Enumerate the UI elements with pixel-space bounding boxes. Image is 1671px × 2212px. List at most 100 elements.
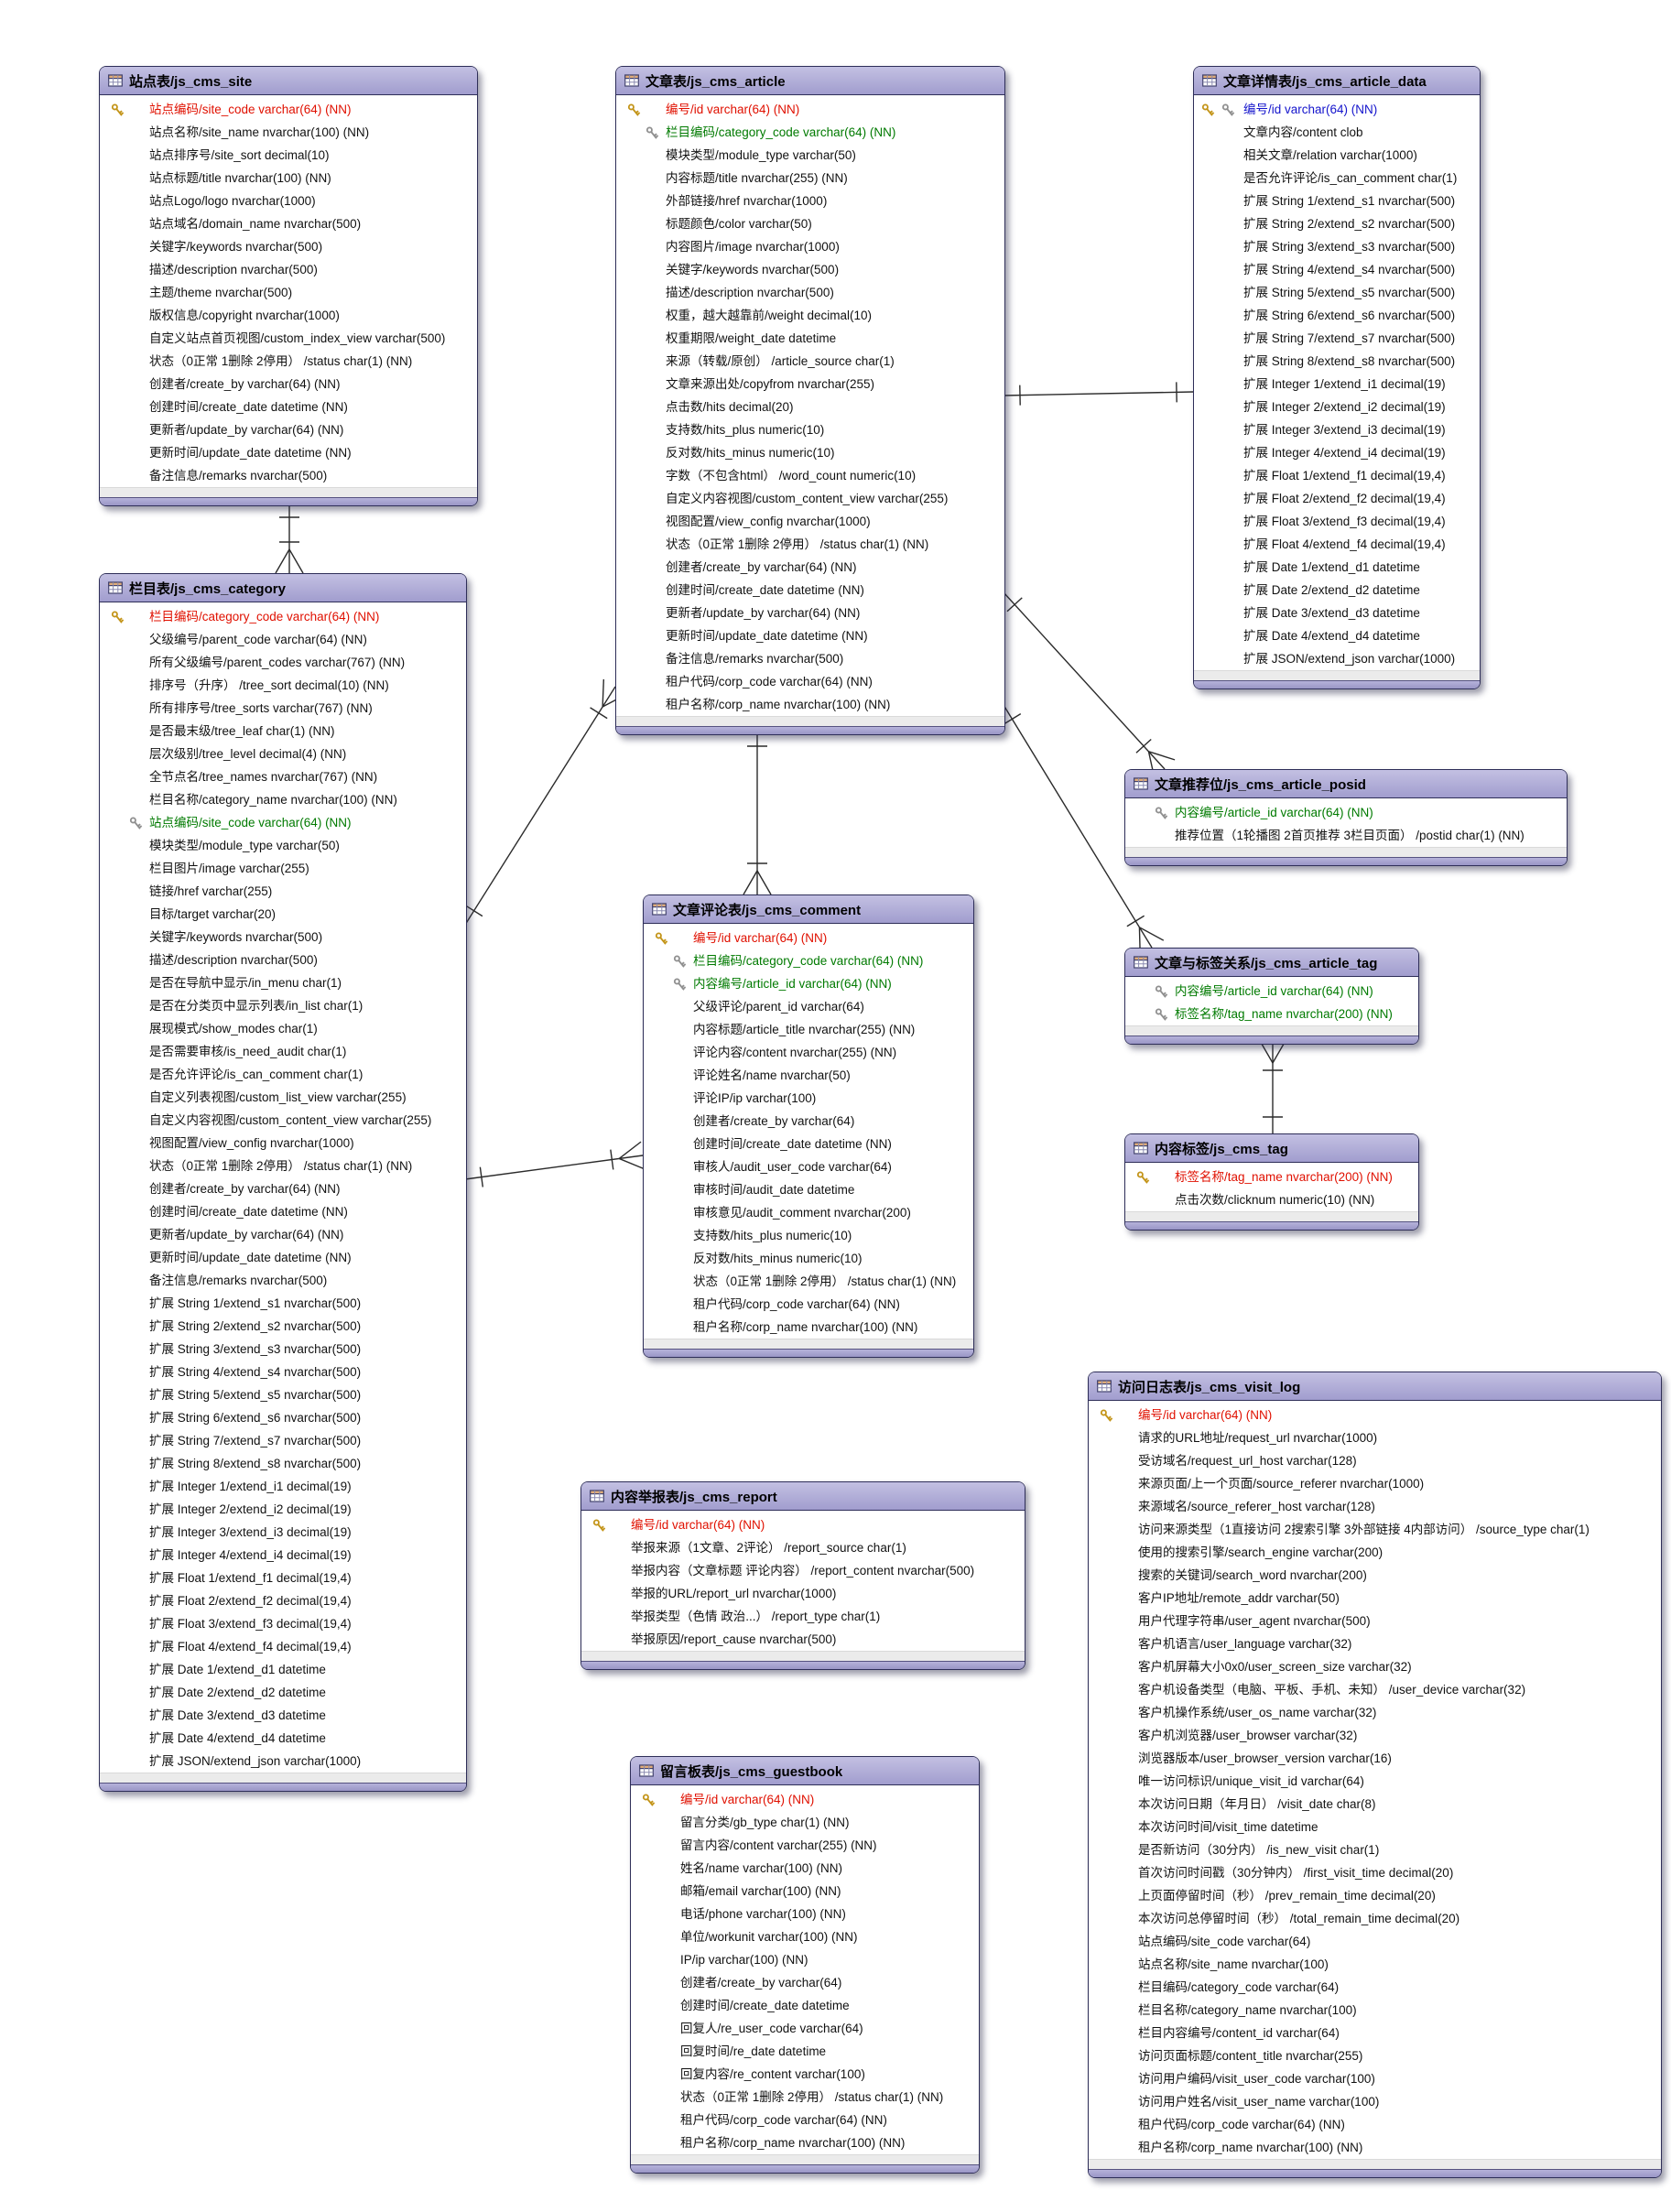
field-text: 客户机屏幕大小0x0/user_screen_size varchar(32) — [1138, 1660, 1412, 1674]
table-js_cms_article_tag[interactable]: 文章与标签关系/js_cms_article_tag 内容编号/article_i… — [1124, 948, 1419, 1045]
field-text: 使用的搜索引擎/search_engine varchar(200) — [1138, 1545, 1383, 1559]
field-row: 栏目编码/category_code varchar(64) (NN) — [644, 949, 973, 972]
field-text: 标题颜色/color varchar(50) — [666, 217, 812, 231]
field-text: 审核意见/audit_comment nvarchar(200) — [693, 1206, 911, 1220]
field-text: 租户名称/corp_name nvarchar(100) (NN) — [666, 698, 891, 711]
table-js_cms_category[interactable]: 栏目表/js_cms_category 栏目编码/category_code va… — [99, 573, 467, 1792]
table-js_cms_site[interactable]: 站点表/js_cms_site 站点编码/site_code varchar(64… — [99, 66, 478, 506]
table-header-js_cms_category[interactable]: 栏目表/js_cms_category — [100, 574, 466, 602]
table-js_cms_tag[interactable]: 内容标签/js_cms_tag 标签名称/tag_name nvarchar(20… — [1124, 1133, 1419, 1231]
table-icon — [108, 581, 123, 594]
table-header-js_cms_article[interactable]: 文章表/js_cms_article — [616, 67, 1004, 95]
table-bottom-bar — [1125, 1036, 1418, 1044]
field-text: 来源域名/source_referer_host varchar(128) — [1138, 1500, 1375, 1513]
primary-key-icon — [111, 102, 125, 116]
table-header-js_cms_guestbook[interactable]: 留言板表/js_cms_guestbook — [631, 1757, 979, 1785]
field-row: 描述/description nvarchar(500) — [100, 258, 477, 281]
field-row: 编号/id varchar(64) (NN) — [644, 927, 973, 949]
table-header-js_cms_article_tag[interactable]: 文章与标签关系/js_cms_article_tag — [1125, 949, 1418, 977]
field-row: 扩展 Float 4/extend_f4 decimal(19,4) — [100, 1635, 466, 1658]
table-header-js_cms_article_posid[interactable]: 文章推荐位/js_cms_article_posid — [1125, 770, 1567, 798]
table-header-js_cms_report[interactable]: 内容举报表/js_cms_report — [581, 1482, 1025, 1511]
field-text: 父级编号/parent_code varchar(64) (NN) — [149, 633, 367, 646]
field-text: 层次级别/tree_level decimal(4) (NN) — [149, 747, 347, 761]
field-row: 字数（不包含html） /word_count numeric(10) — [616, 464, 1004, 487]
field-text: 客户机浏览器/user_browser varchar(32) — [1138, 1729, 1358, 1742]
field-row: 栏目内容编号/content_id varchar(64) — [1089, 2022, 1661, 2044]
field-text: 编号/id varchar(64) (NN) — [680, 1793, 815, 1806]
table-js_cms_guestbook[interactable]: 留言板表/js_cms_guestbook 编号/id varchar(64) (… — [630, 1756, 980, 2174]
field-text: 唯一访问标识/unique_visit_id varchar(64) — [1138, 1774, 1364, 1788]
field-row: 租户名称/corp_name nvarchar(100) (NN) — [616, 693, 1004, 716]
field-text: 电话/phone varchar(100) (NN) — [680, 1907, 846, 1921]
field-text: 上页面停留时间（秒） /prev_remain_time decimal(20) — [1138, 1889, 1436, 1903]
field-text: 支持数/hits_plus numeric(10) — [693, 1229, 852, 1242]
field-row: 租户代码/corp_code varchar(64) (NN) — [644, 1293, 973, 1316]
field-text: 举报类型（色情 政治...） /report_type char(1) — [631, 1610, 881, 1623]
table-header-js_cms_visit_log[interactable]: 访问日志表/js_cms_visit_log — [1089, 1372, 1661, 1401]
field-row: 栏目编码/category_code varchar(64) (NN) — [100, 605, 466, 628]
field-text: 是否需要审核/is_need_audit char(1) — [149, 1045, 347, 1058]
field-text: 栏目内容编号/content_id varchar(64) — [1138, 2026, 1340, 2040]
table-js_cms_article[interactable]: 文章表/js_cms_article 编号/id varchar(64) (NN)… — [615, 66, 1005, 735]
table-js_cms_visit_log[interactable]: 访问日志表/js_cms_visit_log 编号/id varchar(64) … — [1088, 1372, 1662, 2178]
field-text: 来源（转载/原创） /article_source char(1) — [666, 354, 895, 368]
field-row: 模块类型/module_type varchar(50) — [616, 144, 1004, 167]
field-text: 字数（不包含html） /word_count numeric(10) — [666, 469, 917, 483]
foreign-key-icon — [673, 976, 688, 991]
field-row: 扩展 Integer 3/extend_i3 decimal(19) — [1194, 418, 1480, 441]
field-row: 受访域名/request_url_host varchar(128) — [1089, 1449, 1661, 1472]
field-text: 更新时间/update_date datetime (NN) — [666, 629, 868, 643]
field-text: 内容图片/image nvarchar(1000) — [666, 240, 840, 254]
table-header-js_cms_article_data[interactable]: 文章详情表/js_cms_article_data — [1194, 67, 1480, 95]
field-text: 视图配置/view_config nvarchar(1000) — [666, 515, 871, 528]
field-row: 浏览器版本/user_browser_version varchar(16) — [1089, 1747, 1661, 1770]
field-row: 创建时间/create_date datetime (NN) — [644, 1133, 973, 1155]
field-text: 点击次数/clicknum numeric(10) (NN) — [1175, 1193, 1375, 1207]
field-text: 推荐位置（1轮播图 2首页推荐 3栏目页面） /postid char(1) (… — [1175, 829, 1525, 842]
field-row: 站点排序号/site_sort decimal(10) — [100, 144, 477, 167]
field-row: 扩展 Float 1/extend_f1 decimal(19,4) — [1194, 464, 1480, 487]
table-js_cms_comment[interactable]: 文章评论表/js_cms_comment 编号/id varchar(64) (N… — [643, 895, 974, 1358]
field-row: 站点编码/site_code varchar(64) (NN) — [100, 811, 466, 834]
rel-site-category — [275, 501, 304, 574]
field-text: 租户代码/corp_code varchar(64) (NN) — [680, 2113, 887, 2127]
field-row: 扩展 Float 1/extend_f1 decimal(19,4) — [100, 1567, 466, 1589]
table-js_cms_report[interactable]: 内容举报表/js_cms_report 编号/id varchar(64) (NN… — [581, 1481, 1025, 1670]
foreign-key-icon — [1155, 805, 1169, 819]
field-text: 描述/description nvarchar(500) — [149, 953, 318, 967]
field-row: 扩展 Integer 2/extend_i2 decimal(19) — [1194, 396, 1480, 418]
field-row: 栏目图片/image varchar(255) — [100, 857, 466, 880]
field-row: 更新者/update_by varchar(64) (NN) — [100, 1223, 466, 1246]
field-text: 首次访问时间戳（30分钟内） /first_visit_time decimal… — [1138, 1866, 1454, 1880]
field-row: 扩展 JSON/extend_json varchar(1000) — [100, 1750, 466, 1773]
table-fields: 编号/id varchar(64) (NN) 请求的URL地址/request_u… — [1089, 1401, 1661, 2159]
field-text: 访问用户姓名/visit_user_name varchar(100) — [1138, 2095, 1380, 2109]
field-row: 编号/id varchar(64) (NN) — [616, 98, 1004, 121]
field-row: 自定义内容视图/custom_content_view varchar(255) — [100, 1109, 466, 1132]
table-js_cms_article_data[interactable]: 文章详情表/js_cms_article_data 编号/id varchar(6… — [1193, 66, 1481, 689]
field-row: 排序号（升序） /tree_sort decimal(10) (NN) — [100, 674, 466, 697]
field-row: 描述/description nvarchar(500) — [616, 281, 1004, 304]
field-row: 状态（0正常 1删除 2停用） /status char(1) (NN) — [100, 1155, 466, 1177]
table-bottom-bar — [1125, 857, 1567, 865]
table-header-js_cms_site[interactable]: 站点表/js_cms_site — [100, 67, 477, 95]
field-row: 扩展 Date 3/extend_d3 datetime — [1194, 602, 1480, 624]
table-js_cms_article_posid[interactable]: 文章推荐位/js_cms_article_posid 内容编号/article_i… — [1124, 769, 1568, 866]
rel-article-comment — [743, 730, 772, 895]
foreign-key-icon — [673, 953, 688, 968]
field-row: 更新时间/update_date datetime (NN) — [100, 1246, 466, 1269]
field-text: 备注信息/remarks nvarchar(500) — [149, 1274, 328, 1287]
field-text: 扩展 String 2/extend_s2 nvarchar(500) — [149, 1319, 362, 1333]
field-text: 站点名称/site_name nvarchar(100) — [1138, 1957, 1329, 1971]
table-header-js_cms_tag[interactable]: 内容标签/js_cms_tag — [1125, 1134, 1418, 1163]
field-row: 扩展 Date 1/extend_d1 datetime — [100, 1658, 466, 1681]
field-row: 视图配置/view_config nvarchar(1000) — [616, 510, 1004, 533]
table-header-js_cms_comment[interactable]: 文章评论表/js_cms_comment — [644, 895, 973, 924]
field-text: 扩展 String 2/extend_s2 nvarchar(500) — [1243, 217, 1456, 231]
table-footer-strip — [1125, 847, 1567, 857]
field-row: 文章来源出处/copyfrom nvarchar(255) — [616, 373, 1004, 396]
table-bottom-bar — [1125, 1221, 1418, 1230]
field-row: IP/ip varchar(100) (NN) — [631, 1948, 979, 1971]
field-text: 回复时间/re_date datetime — [680, 2044, 827, 2058]
